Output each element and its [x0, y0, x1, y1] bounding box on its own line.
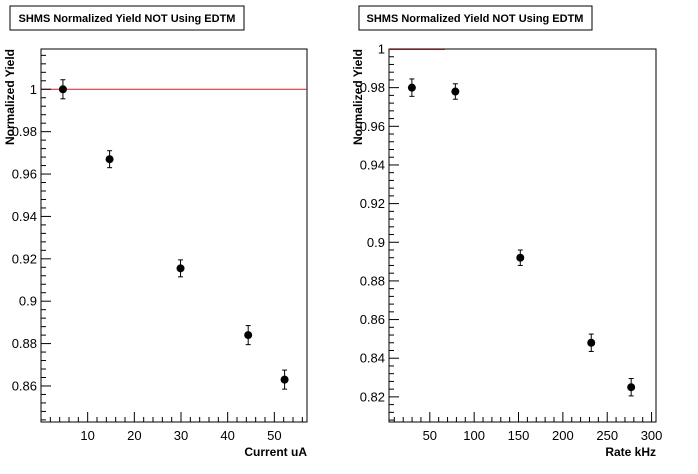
data-point	[176, 259, 185, 278]
y-tick-label: 0.9	[19, 294, 37, 309]
y-tick-label: 0.88	[12, 336, 37, 351]
x-tick-label: 50	[267, 428, 281, 443]
y-tick-label: 0.98	[360, 80, 385, 95]
y-tick-label: 0.86	[360, 312, 385, 327]
y-tick-label: 0.96	[360, 119, 385, 134]
left-title-box	[9, 5, 245, 31]
point-marker	[516, 253, 525, 262]
data-point	[516, 249, 525, 266]
y-tick-label: 0.88	[360, 273, 385, 288]
point-marker	[407, 83, 416, 92]
data-point	[451, 83, 460, 100]
left-plot-frame	[40, 48, 308, 423]
point-marker	[451, 87, 460, 96]
data-point	[407, 78, 416, 97]
y-tick-label: 0.94	[360, 157, 385, 172]
data-point	[58, 79, 67, 100]
right-y-axis-title: Normalized Yield	[351, 49, 365, 145]
point-marker	[176, 264, 185, 273]
right-title-box	[358, 5, 593, 31]
x-tick-label: 150	[508, 428, 530, 443]
data-point	[244, 325, 253, 346]
y-tick-label: 1	[30, 82, 37, 97]
point-marker	[587, 338, 596, 347]
y-tick-label: 0.86	[12, 378, 37, 393]
x-tick-label: 100	[463, 428, 485, 443]
x-tick-label: 250	[596, 428, 618, 443]
left-x-axis-title: Current uA	[244, 445, 307, 459]
point-marker	[244, 331, 253, 340]
y-tick-label: 0.82	[360, 389, 385, 404]
y-tick-label: 0.98	[12, 124, 37, 139]
x-tick-label: 20	[127, 428, 141, 443]
left-chart-panel: SHMS Normalized Yield NOT Using EDTM 0.8…	[3, 5, 308, 459]
y-tick-label: 0.92	[12, 251, 37, 266]
right-x-axis-title: Rate kHz	[605, 445, 656, 459]
data-point	[105, 150, 114, 169]
x-tick-label: 30	[174, 428, 188, 443]
data-point	[280, 369, 289, 390]
x-tick-label: 200	[552, 428, 574, 443]
data-point	[587, 333, 596, 352]
y-tick-label: 0.96	[12, 167, 37, 182]
x-tick-label: 300	[641, 428, 663, 443]
y-tick-label: 0.9	[367, 235, 385, 250]
left-y-axis-title: Normalized Yield	[3, 49, 17, 145]
y-tick-label: 0.92	[360, 196, 385, 211]
right-chart-title: SHMS Normalized Yield NOT Using EDTM	[367, 13, 584, 25]
point-marker	[58, 85, 67, 94]
y-tick-label: 0.94	[12, 209, 37, 224]
y-tick-label: 1	[378, 42, 385, 57]
right-chart-panel: SHMS Normalized Yield NOT Using EDTM 0.8…	[351, 5, 663, 459]
point-marker	[280, 375, 289, 384]
point-marker	[105, 155, 114, 164]
y-tick-label: 0.84	[360, 351, 385, 366]
left-chart-title: SHMS Normalized Yield NOT Using EDTM	[19, 13, 236, 25]
data-point	[627, 378, 636, 397]
x-tick-label: 50	[423, 428, 437, 443]
point-marker	[627, 383, 636, 392]
x-tick-label: 10	[80, 428, 94, 443]
x-tick-label: 40	[220, 428, 234, 443]
right-plot-frame	[388, 48, 657, 423]
